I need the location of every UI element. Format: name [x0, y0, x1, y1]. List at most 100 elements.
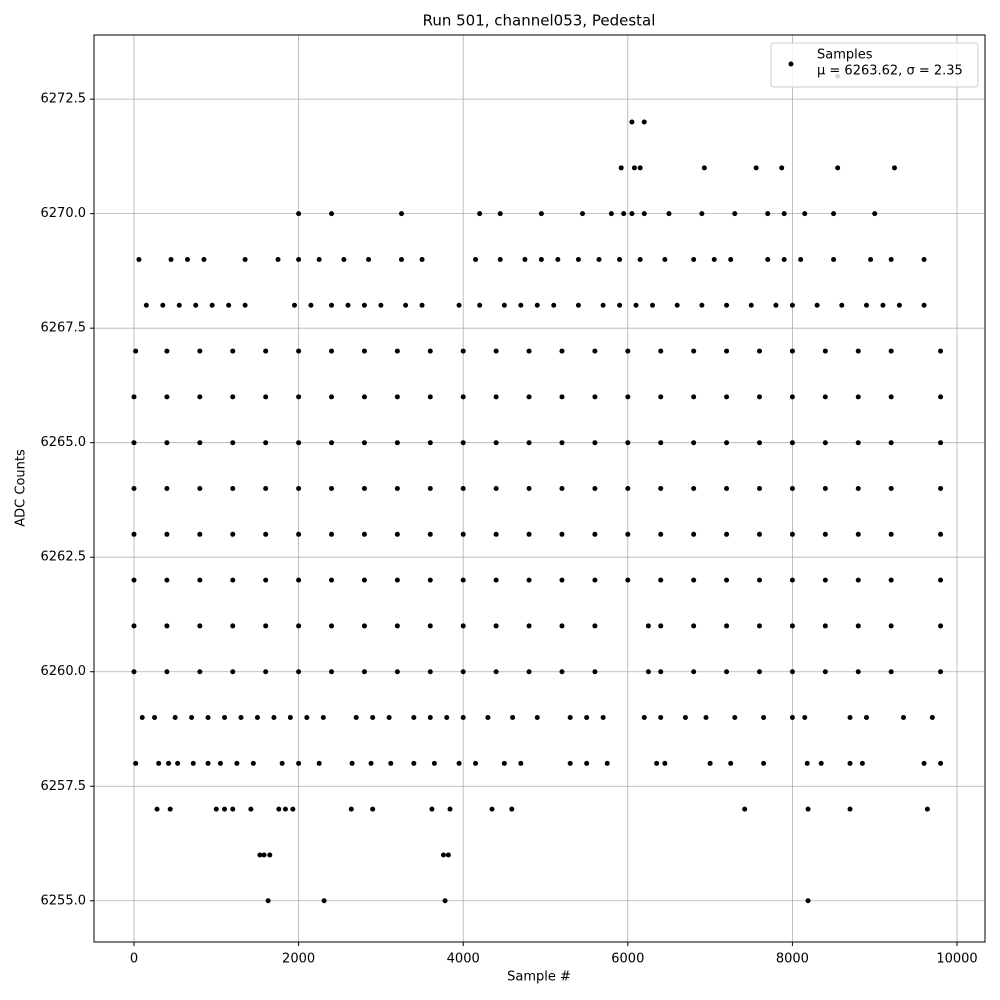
sample-point: [822, 394, 828, 400]
sample-point: [370, 715, 376, 721]
sample-point: [197, 394, 203, 400]
sample-point: [456, 302, 462, 308]
sample-point: [592, 394, 598, 400]
sample-point: [658, 623, 664, 629]
sample-point: [282, 806, 288, 812]
sample-point: [526, 623, 532, 629]
sample-point: [789, 669, 795, 675]
sample-point: [773, 302, 779, 308]
sample-point: [938, 760, 944, 766]
sample-point: [855, 440, 861, 446]
sample-point: [805, 898, 811, 904]
sample-point: [822, 440, 828, 446]
sample-point: [263, 486, 269, 491]
sample-point: [263, 669, 269, 675]
sample-point: [691, 394, 697, 400]
chart-title: Run 501, channel053, Pedestal: [423, 12, 656, 30]
sample-point: [761, 760, 767, 766]
sample-point: [855, 577, 861, 583]
sample-point: [133, 348, 139, 354]
sample-point: [131, 394, 137, 400]
sample-point: [164, 440, 170, 446]
sample-point: [265, 898, 271, 904]
sample-point: [164, 669, 170, 675]
sample-point: [368, 760, 374, 766]
sample-point: [888, 394, 894, 400]
sample-point: [662, 256, 668, 262]
sample-point: [522, 256, 528, 262]
sample-point: [296, 486, 302, 491]
sample-point: [296, 440, 302, 446]
sample-point: [291, 302, 297, 308]
sample-point: [197, 531, 203, 537]
sample-point: [263, 348, 269, 354]
sample-point: [567, 715, 573, 721]
sample-point: [559, 623, 565, 629]
sample-point: [394, 348, 400, 354]
sample-point: [411, 760, 417, 766]
sample-point: [526, 577, 532, 583]
sample-point: [190, 760, 196, 766]
sample-point: [691, 623, 697, 629]
sample-point: [261, 852, 267, 858]
sample-point: [822, 531, 828, 537]
sample-point: [445, 852, 451, 858]
sample-point: [814, 302, 820, 308]
sample-point: [197, 623, 203, 629]
sample-point: [637, 165, 643, 171]
sample-point: [732, 715, 738, 721]
x-tick-label: 10000: [936, 952, 977, 967]
sample-point: [863, 715, 869, 721]
sample-point: [839, 302, 845, 308]
sample-point: [625, 440, 631, 446]
sample-point: [164, 531, 170, 537]
x-tick-label: 4000: [447, 952, 480, 967]
sample-point: [442, 898, 448, 904]
sample-point: [175, 760, 181, 766]
sample-point: [230, 577, 236, 583]
sample-point: [296, 669, 302, 675]
y-tick-label: 6260.0: [41, 664, 87, 679]
sample-point: [901, 715, 907, 721]
sample-point: [761, 715, 767, 721]
sample-point: [724, 348, 730, 354]
sample-point: [440, 852, 446, 858]
sample-point: [263, 440, 269, 446]
sample-point: [724, 486, 730, 491]
sample-point: [872, 211, 878, 217]
sample-point: [650, 302, 656, 308]
sample-point: [658, 348, 664, 354]
sample-point: [559, 394, 565, 400]
sample-point: [222, 715, 228, 721]
sample-point: [209, 302, 215, 308]
sample-point: [756, 577, 762, 583]
sample-point: [592, 669, 598, 675]
sample-point: [526, 486, 532, 491]
sample-point: [296, 256, 302, 262]
sample-point: [888, 669, 894, 675]
sample-point: [666, 211, 672, 217]
sample-point: [938, 531, 944, 537]
y-tick-label: 6270.0: [41, 206, 87, 221]
sample-point: [789, 302, 795, 308]
sample-point: [658, 440, 664, 446]
sample-point: [136, 256, 142, 262]
sample-point: [419, 256, 425, 262]
sample-point: [304, 715, 310, 721]
sample-point: [802, 715, 808, 721]
sample-point: [217, 760, 223, 766]
legend: Samples μ = 6263.62, σ = 2.35: [770, 42, 979, 88]
sample-point: [189, 715, 195, 721]
sample-point: [822, 577, 828, 583]
sample-point: [707, 760, 713, 766]
sample-point: [559, 440, 565, 446]
sample-point: [510, 715, 516, 721]
sample-point: [427, 348, 433, 354]
sample-point: [394, 486, 400, 491]
sample-point: [868, 256, 874, 262]
sample-point: [477, 302, 483, 308]
sample-point: [296, 348, 302, 354]
sample-point: [230, 486, 236, 491]
sample-point: [691, 577, 697, 583]
sample-point: [701, 165, 707, 171]
